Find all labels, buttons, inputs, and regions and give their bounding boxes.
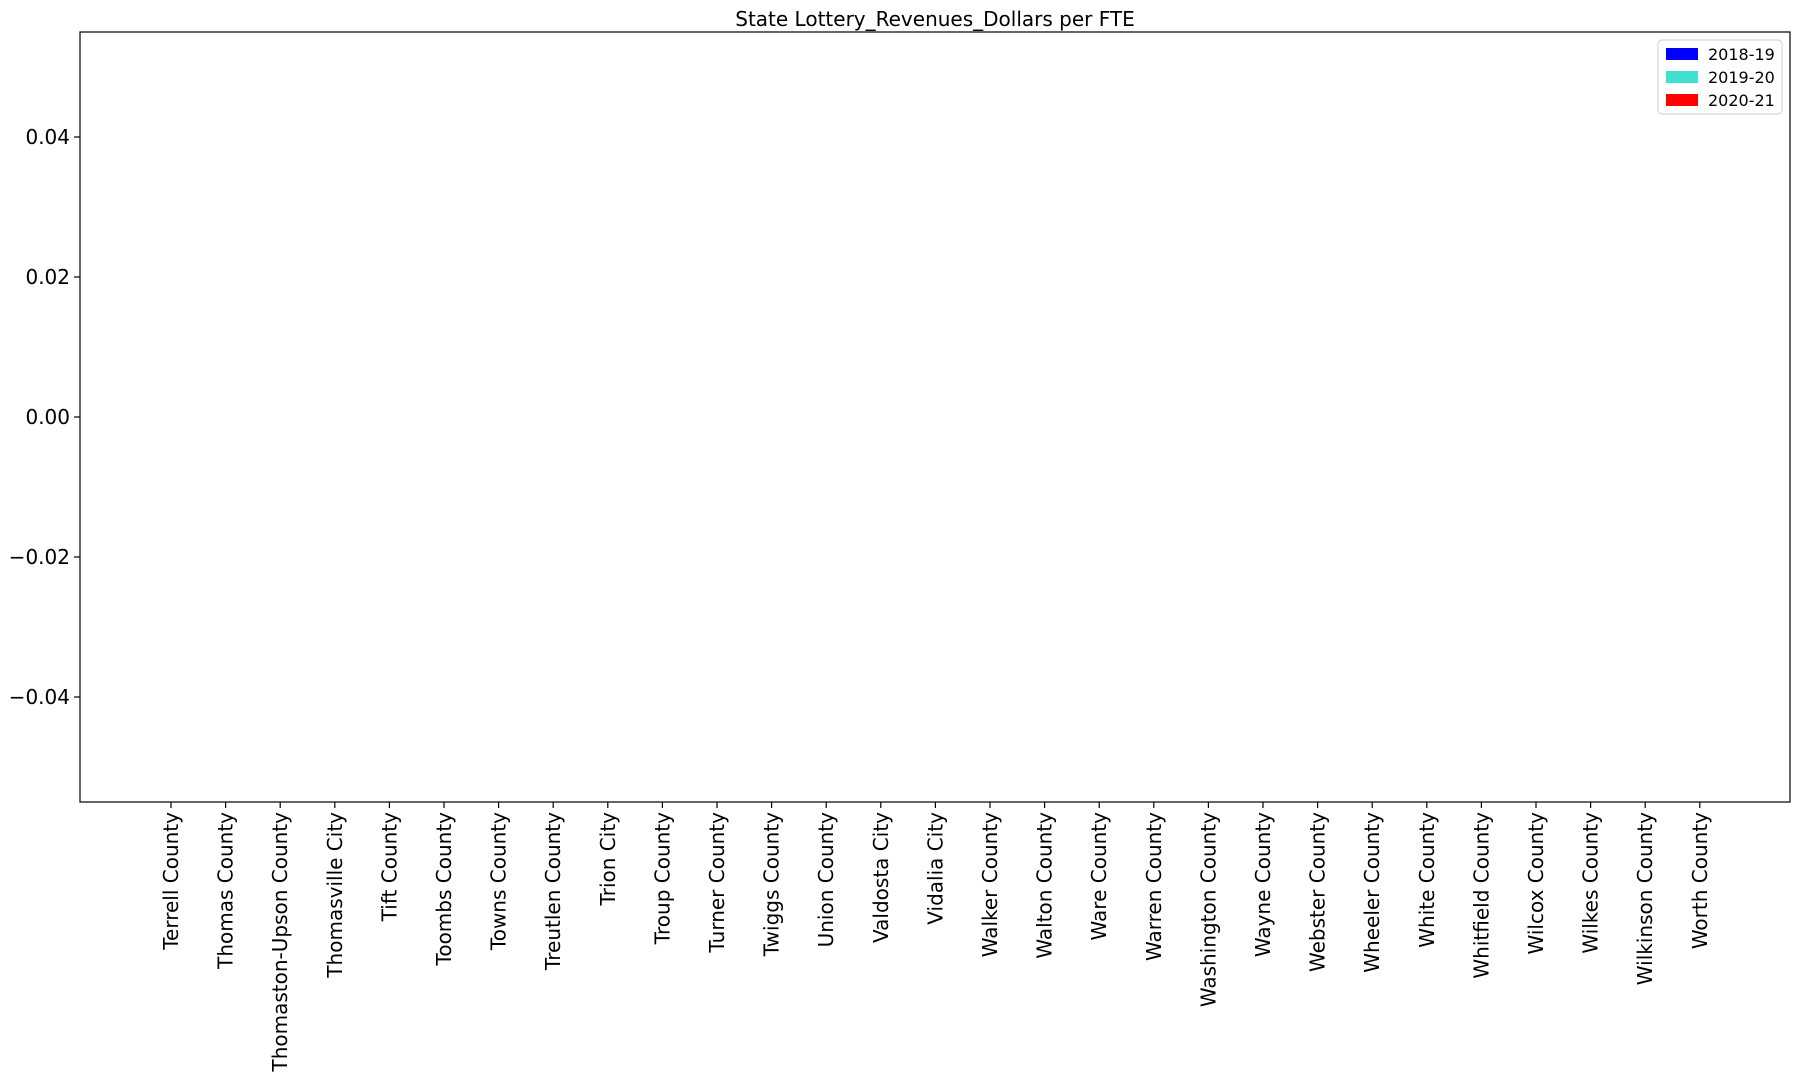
x-tick-label: Thomas County [214,812,238,970]
x-tick-label: Thomasville City [323,812,347,979]
x-tick-label: Worth County [1688,812,1712,949]
legend-swatch [1666,48,1698,60]
x-tick-label: Wilkinson County [1633,812,1657,985]
legend-label: 2018-19 [1708,45,1775,64]
x-tick-label: Ware County [1087,812,1111,941]
x-tick-label: Towns County [487,812,511,951]
x-tick-label: Toombs County [432,812,456,967]
legend-swatch [1666,71,1698,83]
chart-title: State Lottery_Revenues_Dollars per FTE [735,7,1134,31]
x-tick-label: Whitfield County [1469,812,1493,979]
x-tick-label: Twiggs County [760,812,784,957]
x-tick-label: Treutlen County [541,812,565,971]
x-tick-label: Thomaston-Upson County [268,812,292,1073]
legend-label: 2019-20 [1708,68,1775,87]
legend-label: 2020-21 [1708,91,1775,110]
y-tick-label: 0.00 [25,405,70,429]
legend-swatch [1666,94,1698,106]
x-tick-label: Vidalia City [923,812,947,925]
x-tick-label: Tift County [377,812,401,922]
y-tick-label: −0.02 [9,545,70,569]
x-tick-label: Terrell County [159,812,183,951]
x-tick-label: White County [1415,812,1439,948]
legend: 2018-19 2019-20 2020-21 [1657,39,1783,115]
x-axis: Terrell County Thomas County Thomaston-Ups… [159,802,1712,1073]
x-tick-label: Wilcox County [1524,812,1548,955]
plot-frame [79,31,1791,803]
x-tick-label: Washington County [1196,812,1220,1007]
x-tick-label: Webster County [1306,812,1330,972]
y-tick-label: 0.04 [25,125,70,149]
y-tick-label: −0.04 [9,685,70,709]
x-tick-label: Union County [814,812,838,948]
y-tick-label: 0.02 [25,265,70,289]
x-tick-label: Wilkes County [1579,812,1603,954]
x-tick-label: Wheeler County [1360,812,1384,973]
y-axis: −0.04 −0.02 0.00 0.02 0.04 [9,125,80,709]
x-tick-label: Walker County [978,812,1002,957]
x-tick-label: Troup County [650,812,674,945]
x-tick-label: Wayne County [1251,812,1275,957]
x-tick-label: Valdosta City [869,812,893,943]
x-tick-label: Warren County [1142,812,1166,961]
x-tick-label: Trion City [596,812,620,907]
x-tick-label: Walton County [1033,812,1057,959]
x-tick-label: Turner County [705,812,729,954]
